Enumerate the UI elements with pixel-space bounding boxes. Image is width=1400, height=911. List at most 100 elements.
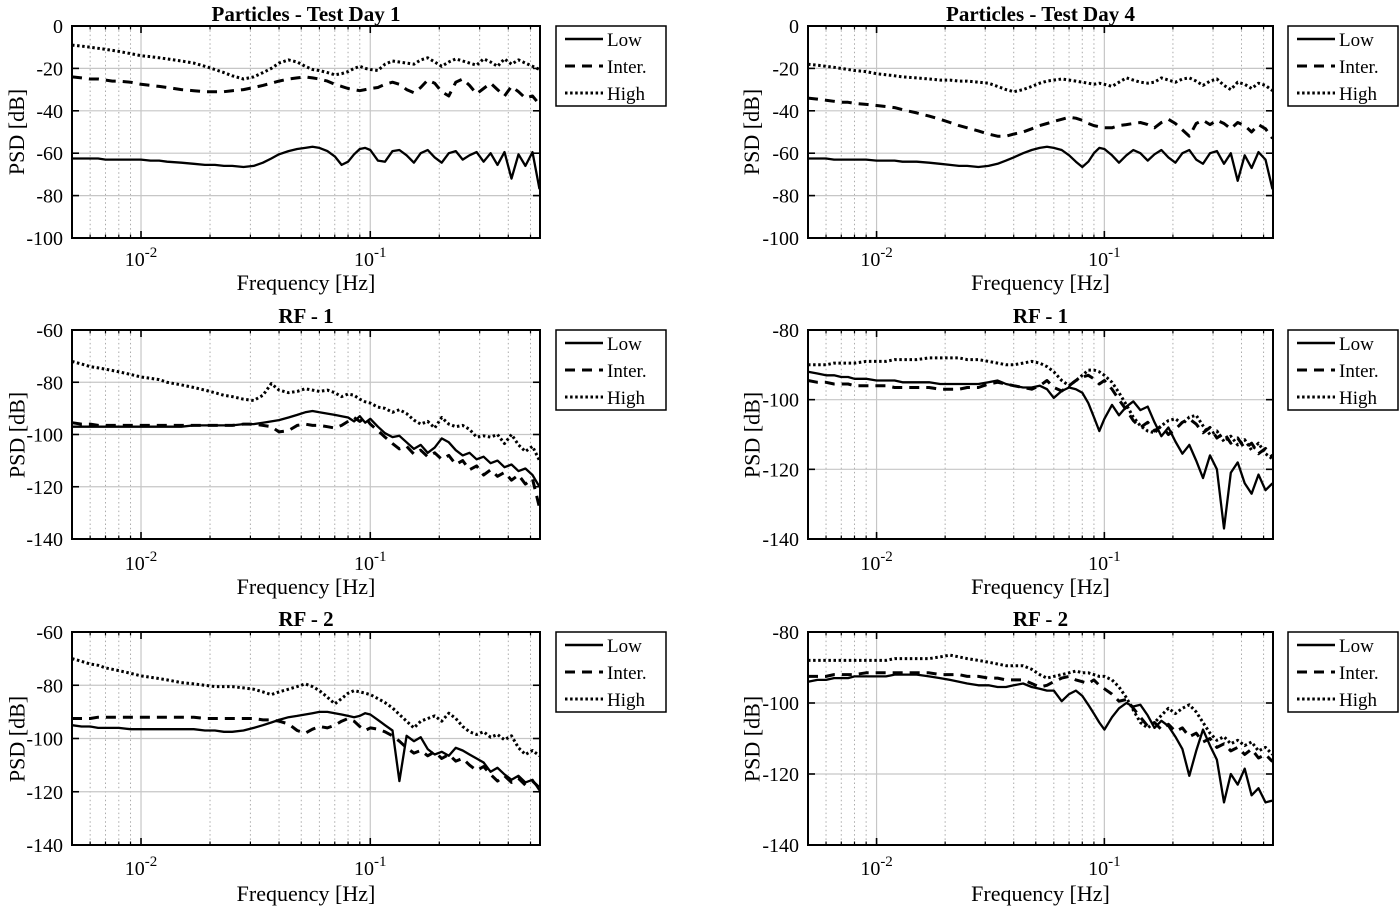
x-tick-label: 10-2 — [860, 245, 893, 271]
y-tick-label: -100 — [762, 228, 799, 250]
series-inter-line — [72, 715, 541, 789]
y-tick-label: -80 — [772, 320, 799, 342]
legend-label: High — [607, 84, 646, 105]
legend-label: Low — [1339, 30, 1374, 51]
y-tick-label: -120 — [762, 764, 799, 786]
x-axis-label: Frequency [Hz] — [236, 574, 376, 599]
legend-label: Low — [607, 334, 642, 355]
y-tick-label: -140 — [762, 835, 799, 857]
legend-label: High — [607, 388, 646, 409]
y-axis-label: PSD [dB] — [739, 391, 764, 478]
series-high-line — [808, 356, 1274, 461]
y-tick-label: -140 — [26, 529, 63, 551]
chart-panel: -60 -80 -100 -120 -140 10-2 10-1 Low Inter. High — [26, 320, 667, 575]
legend-label: Inter. — [1339, 361, 1379, 382]
y-tick-label: -80 — [772, 622, 799, 644]
x-tick-label: 10-2 — [125, 245, 158, 271]
legend-label: Low — [607, 30, 642, 51]
panel-title-rf1-day1: RF - 1 — [278, 304, 334, 328]
y-tick-label: -60 — [772, 143, 799, 165]
x-tick-label: 10-1 — [1088, 854, 1121, 880]
x-axis-label: Frequency [Hz] — [236, 270, 376, 295]
panel-title-particles-day4: Particles - Test Day 4 — [946, 2, 1135, 26]
series-inter-line — [807, 373, 1274, 459]
y-axis-label: PSD [dB] — [4, 88, 29, 176]
legend: Low Inter. High — [555, 329, 667, 411]
series-inter-line — [71, 416, 541, 508]
x-tick-label: 10-1 — [1088, 549, 1121, 575]
series-high-line — [71, 657, 541, 757]
legend: Low Inter. High — [1287, 329, 1399, 411]
series-low-line — [808, 145, 1274, 190]
legend-label: Inter. — [607, 361, 647, 382]
series-low-line — [71, 710, 541, 792]
y-tick-label: -120 — [26, 477, 63, 499]
y-tick-label: -140 — [26, 835, 63, 857]
y-tick-label: -60 — [36, 143, 63, 165]
legend-label: High — [1339, 84, 1378, 105]
y-axis-label: PSD [dB] — [4, 391, 29, 478]
series-low-line — [807, 673, 1273, 804]
legend-label: Low — [607, 636, 642, 657]
chart-panel: 0 -20 -40 -60 -80 -100 10-2 10-1 Low Inter. High — [762, 16, 1399, 271]
x-axis-label: Frequency [Hz] — [971, 270, 1110, 295]
series-low-line — [72, 409, 541, 488]
y-tick-label: -120 — [26, 782, 63, 804]
legend: Low Inter. High — [555, 25, 667, 107]
plot-border — [807, 329, 1274, 540]
legend-label: Inter. — [1339, 57, 1379, 78]
y-tick-label: -40 — [36, 101, 63, 123]
y-tick-label: -20 — [772, 58, 799, 80]
legend-label: High — [607, 690, 646, 711]
y-tick-label: -80 — [772, 186, 799, 208]
series-high-line — [71, 43, 541, 81]
y-tick-label: -60 — [36, 622, 63, 644]
x-tick-label: 10-2 — [125, 854, 158, 880]
plot-border — [807, 25, 1274, 239]
y-tick-label: -40 — [772, 101, 799, 123]
x-tick-label: 10-1 — [354, 549, 387, 575]
y-tick-label: -80 — [36, 186, 63, 208]
plot-border — [71, 25, 541, 239]
legend: Low Inter. High — [1287, 631, 1399, 713]
series-inter-line — [808, 671, 1274, 763]
chart-panel: 0 -20 -40 -60 -80 -100 10-2 10-1 Low Inter. High — [26, 16, 667, 271]
legend-label: Low — [1339, 334, 1374, 355]
y-tick-label: -60 — [36, 320, 63, 342]
series-high-line — [71, 359, 541, 462]
legend: Low Inter. High — [555, 631, 667, 713]
y-tick-label: -80 — [36, 372, 63, 394]
series-inter-line — [71, 75, 541, 106]
x-tick-label: 10-2 — [125, 549, 158, 575]
y-tick-label: -120 — [762, 459, 799, 481]
legend-label: Low — [1339, 636, 1374, 657]
y-tick-label: -100 — [26, 729, 63, 751]
series-low-line — [807, 370, 1274, 530]
y-tick-label: -80 — [36, 675, 63, 697]
series-low-line — [72, 145, 541, 190]
y-axis-label: PSD [dB] — [739, 695, 764, 782]
series-inter-line — [807, 96, 1274, 140]
y-tick-label: -140 — [762, 529, 799, 551]
y-tick-label: -20 — [36, 58, 63, 80]
x-tick-label: 10-1 — [354, 245, 387, 271]
y-axis-label: PSD [dB] — [739, 88, 764, 176]
y-tick-label: -100 — [26, 228, 63, 250]
legend-label: Inter. — [1339, 663, 1379, 684]
x-axis-label: Frequency [Hz] — [971, 881, 1110, 906]
x-tick-label: 10-2 — [860, 854, 893, 880]
legend-label: High — [1339, 388, 1378, 409]
x-axis-label: Frequency [Hz] — [971, 574, 1110, 599]
legend-label: Inter. — [607, 663, 647, 684]
legend-label: Inter. — [607, 57, 647, 78]
plot-border — [807, 631, 1274, 846]
x-tick-label: 10-2 — [860, 549, 893, 575]
panel-title-particles-day1: Particles - Test Day 1 — [211, 2, 401, 26]
legend-label: High — [1339, 690, 1378, 711]
series-high-line — [807, 62, 1274, 94]
chart-panel: -80 -100 -120 -140 10-2 10-1 Low Inter. High — [762, 320, 1399, 575]
panel-title-rf1-day4: RF - 1 — [1012, 304, 1069, 328]
y-tick-label: -100 — [762, 390, 799, 412]
